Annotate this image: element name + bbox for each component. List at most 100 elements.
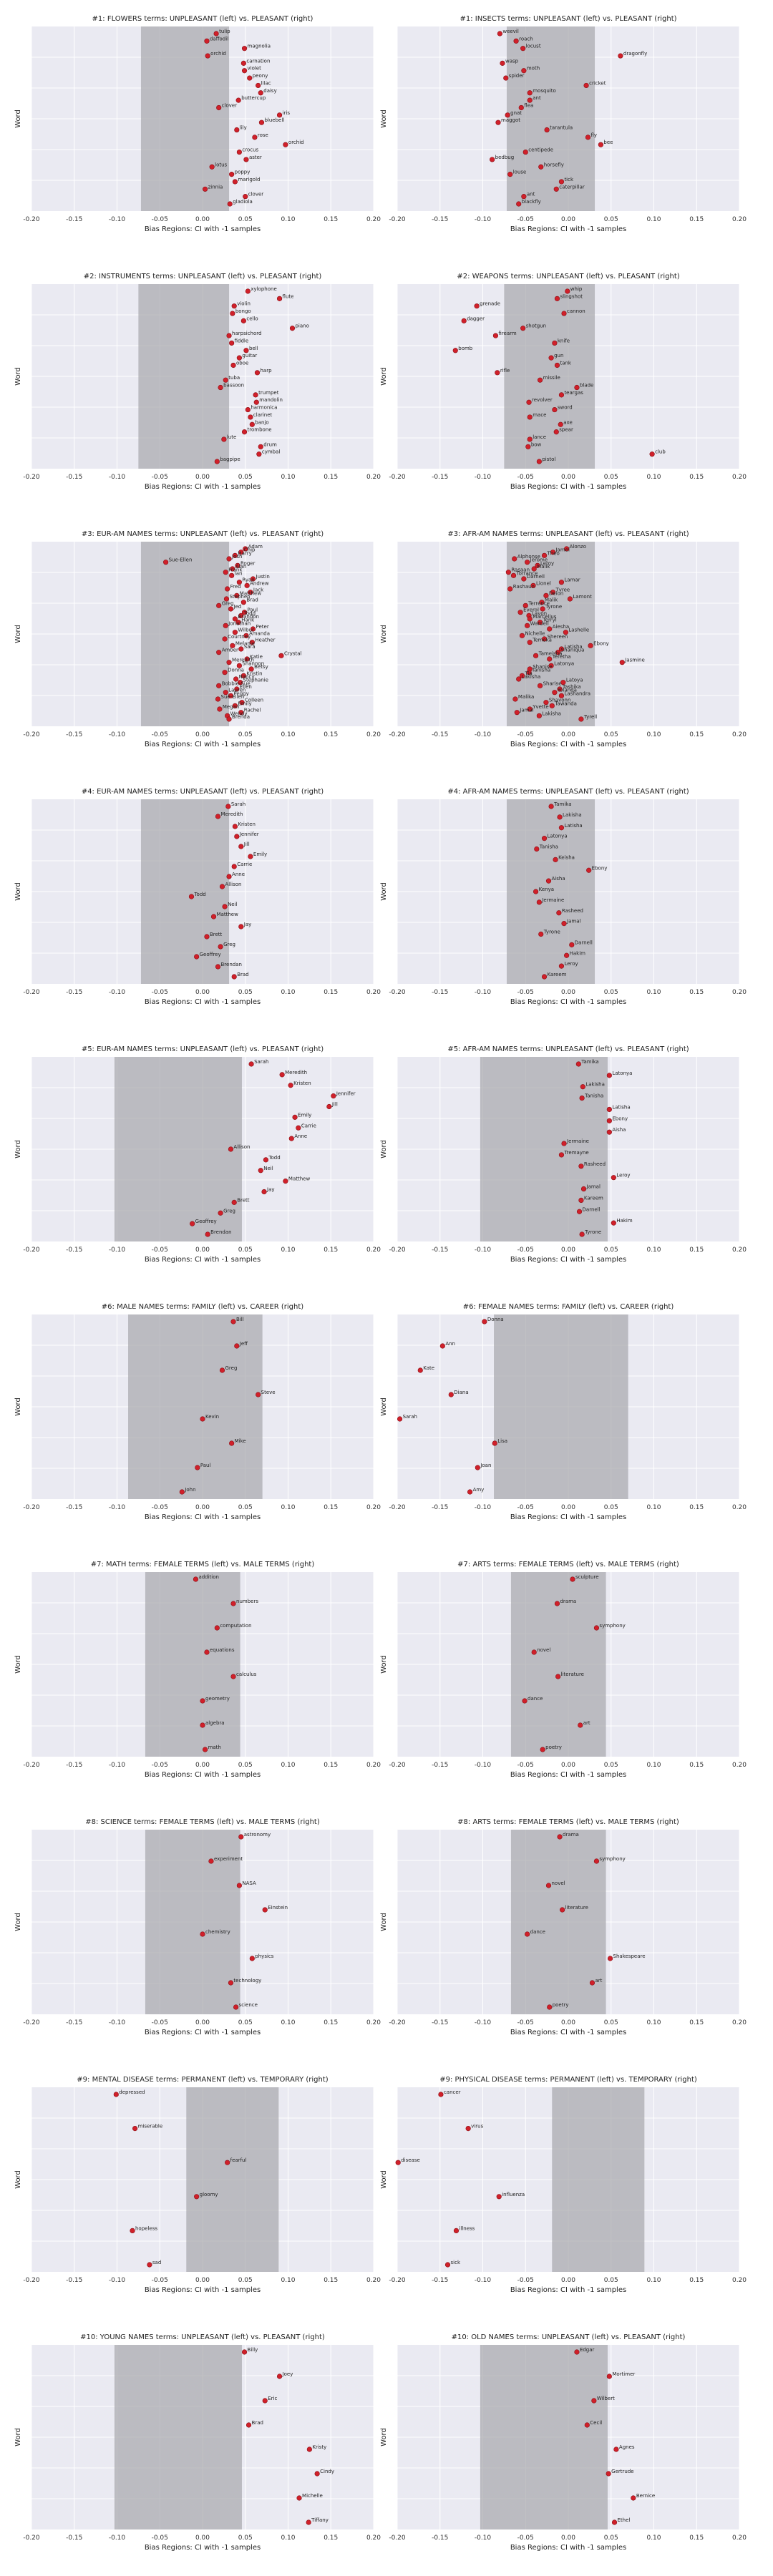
data-point	[222, 904, 228, 909]
point-label: Sarah	[403, 1414, 417, 1420]
x-tick-label: -0.20	[389, 1762, 406, 1769]
x-tick-label: -0.10	[109, 1762, 126, 1769]
point-label: cymbal	[262, 449, 281, 455]
x-tick-label: 0.20	[732, 216, 747, 223]
point-label: Darnell	[583, 1206, 601, 1212]
x-tick-label: 0.10	[646, 731, 661, 738]
point-label: Malik	[545, 597, 558, 603]
data-point	[558, 392, 565, 398]
x-tick-label: -0.20	[389, 731, 406, 738]
x-axis-label: Bias Regions: CI with -1 samples	[510, 2286, 626, 2294]
data-point	[547, 626, 553, 632]
x-tick-label: 0.00	[561, 2019, 575, 2026]
data-point	[238, 1834, 244, 1840]
data-point	[243, 546, 248, 552]
x-tick-label: 0.20	[732, 1246, 747, 1254]
data-point	[288, 1083, 293, 1088]
point-label: Crystal	[284, 650, 302, 656]
point-label: novel	[552, 1880, 565, 1886]
x-tick-label: 0.05	[604, 1762, 618, 1769]
data-point	[561, 1141, 567, 1146]
data-point	[525, 560, 530, 565]
data-point	[231, 864, 237, 869]
point-label: orchid	[288, 140, 304, 145]
point-label: Leroy	[564, 961, 578, 967]
data-point	[256, 1392, 261, 1397]
x-tick-label: 0.00	[195, 216, 210, 223]
chart-panel: #2: INSTRUMENTS terms: UNPLEASANT (left)…	[14, 273, 381, 491]
point-label: Ryan	[242, 577, 254, 583]
data-point	[598, 142, 604, 147]
y-axis-label: Word	[380, 1140, 388, 1158]
point-label: Greg	[223, 1208, 235, 1214]
point-label: Sarah	[231, 801, 245, 807]
chart-panel: #4: EUR-AM NAMES terms: UNPLEASANT (left…	[14, 788, 381, 1006]
point-label: Temeka	[532, 638, 552, 643]
data-point	[229, 340, 235, 346]
point-label: illness	[459, 2225, 475, 2231]
y-axis-label: Word	[380, 367, 388, 386]
point-label: Jermaine	[541, 897, 564, 903]
point-label: Latisha	[564, 823, 582, 829]
data-point	[554, 296, 560, 301]
data-point	[579, 1095, 585, 1101]
point-label: Marcellus	[533, 614, 557, 620]
data-point	[230, 1319, 236, 1324]
point-label: Tiffany	[311, 2517, 329, 2523]
point-label: Betsy	[254, 664, 268, 670]
data-point	[537, 683, 543, 688]
data-point	[527, 436, 533, 442]
data-point	[553, 186, 559, 192]
data-point	[537, 377, 543, 383]
x-tick-label: 0.10	[281, 2019, 295, 2026]
point-label: Michelle	[302, 2493, 323, 2499]
x-tick-label: -0.05	[517, 1762, 534, 1769]
data-point	[541, 836, 548, 841]
x-tick-label: -0.05	[152, 2277, 168, 2284]
point-label: chemistry	[205, 1929, 230, 1935]
x-tick-label: 0.20	[366, 731, 381, 738]
chart-title: #5: EUR-AM NAMES terms: UNPLEASANT (left…	[82, 1045, 324, 1053]
point-label: art	[583, 1720, 590, 1726]
data-point	[555, 650, 561, 655]
data-point	[241, 429, 248, 435]
point-label: Malika	[518, 694, 534, 700]
data-point	[218, 1210, 223, 1216]
x-tick-label: -0.05	[152, 989, 168, 996]
ci-band	[510, 1572, 606, 1757]
x-tick-label: 0.05	[238, 2534, 253, 2542]
data-point	[202, 186, 208, 192]
data-point	[243, 348, 249, 353]
x-tick-label: 0.00	[561, 989, 575, 996]
point-label: Stephanie	[243, 678, 268, 683]
x-axis-label: Bias Regions: CI with -1 samples	[510, 741, 626, 748]
x-tick-label: 0.00	[195, 989, 210, 996]
x-tick-label: 0.00	[195, 1762, 210, 1769]
point-label: Leroy	[616, 1173, 630, 1179]
x-tick-label: -0.15	[66, 1246, 82, 1254]
point-label: Nancy	[239, 674, 255, 680]
point-label: Megan	[223, 704, 240, 710]
data-point	[555, 1674, 561, 1679]
data-point	[234, 686, 240, 692]
point-label: Theo	[547, 550, 560, 556]
x-tick-label: -0.15	[66, 474, 82, 481]
point-label: poetry	[553, 2002, 569, 2008]
point-label: mace	[533, 412, 546, 418]
data-point	[507, 586, 513, 592]
x-tick-label: -0.10	[109, 1504, 126, 1511]
point-label: Nichelle	[525, 630, 545, 636]
x-tick-label: -0.10	[475, 1504, 492, 1511]
data-point	[497, 31, 503, 36]
point-label: John	[184, 1487, 195, 1493]
x-axis-label: Bias Regions: CI with -1 samples	[510, 2544, 626, 2552]
point-label: violet	[248, 66, 262, 72]
point-label: numbers	[236, 1599, 258, 1604]
data-point	[132, 2126, 138, 2132]
point-label: Jill	[243, 841, 250, 847]
point-label: Peggy	[233, 691, 248, 696]
y-axis-label: Word	[380, 1655, 388, 1674]
x-tick-label: -0.15	[432, 216, 448, 223]
data-point	[554, 1601, 560, 1606]
point-label: caterpillar	[559, 184, 585, 190]
